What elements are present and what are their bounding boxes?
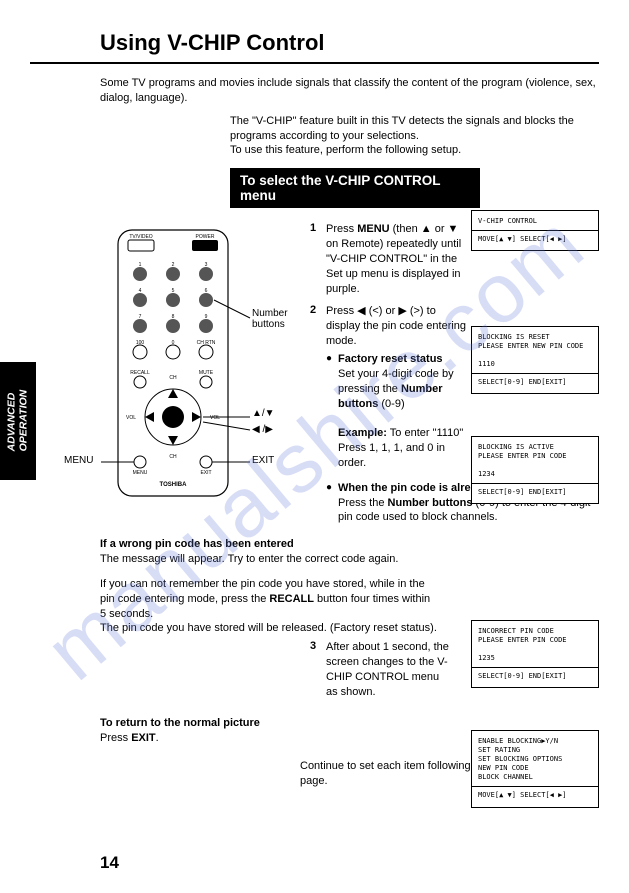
- svg-text:CH: CH: [169, 454, 177, 460]
- svg-text:MUTE: MUTE: [199, 370, 214, 376]
- osd-screen-blocking-active: BLOCKING IS ACTIVE PLEASE ENTER PIN CODE…: [471, 436, 599, 504]
- wrong-pin-heading: If a wrong pin code has been entered: [100, 538, 294, 550]
- rb: RECALL: [269, 593, 314, 605]
- ex-label: Example:: [338, 427, 387, 439]
- svg-text:POWER: POWER: [196, 234, 215, 240]
- svg-text:VOL: VOL: [210, 415, 220, 421]
- return-heading: To return to the normal picture: [100, 717, 260, 729]
- svg-text:0: 0: [172, 340, 175, 346]
- osd-line: ENABLE BLOCKING▶Y/N: [478, 737, 592, 746]
- svg-text:TOSHIBA: TOSHIBA: [160, 482, 188, 488]
- b2b: Number buttons: [388, 497, 473, 509]
- svg-text:CH: CH: [169, 375, 177, 381]
- rsa: Press: [100, 732, 131, 744]
- intro2a: The "V-CHIP" feature built in this TV de…: [230, 115, 574, 142]
- section-header-select-vchip: To select the V-CHIP CONTROL menu: [230, 168, 480, 208]
- intro-paragraph: Some TV programs and movies include sign…: [30, 76, 599, 106]
- page-number: 14: [100, 853, 119, 873]
- osd-line: INCORRECT PIN CODE: [478, 627, 592, 636]
- svg-text:100: 100: [136, 340, 145, 346]
- osd-foot: SELECT[0-9] END[EXIT]: [478, 672, 592, 681]
- svg-text:3: 3: [205, 262, 208, 268]
- bullet1-title: Factory reset status: [338, 353, 443, 365]
- osd-screen-blocking-reset: BLOCKING IS RESET PLEASE ENTER NEW PIN C…: [471, 326, 599, 394]
- svg-text:CH RTN: CH RTN: [197, 340, 216, 346]
- svg-text:8: 8: [172, 314, 175, 320]
- osd-line: SET BLOCKING OPTIONS: [478, 755, 592, 764]
- step-2-num: 2: [310, 304, 326, 525]
- osd-line: PLEASE ENTER PIN CODE: [478, 452, 592, 461]
- osd-line: 1110: [478, 360, 592, 369]
- osd-line: BLOCK CHANNEL: [478, 773, 592, 782]
- label-menu: MENU: [64, 455, 93, 466]
- svg-text:4: 4: [139, 288, 142, 294]
- osd-line: SET RATING: [478, 746, 592, 755]
- osd-line: NEW PIN CODE: [478, 764, 592, 773]
- osd-foot: SELECT[0-9] END[EXIT]: [478, 378, 592, 387]
- svg-text:7: 7: [139, 314, 142, 320]
- osd-foot: MOVE[▲ ▼] SELECT[◀ ▶]: [478, 791, 592, 800]
- wrong-pin-section: If a wrong pin code has been entered The…: [30, 537, 599, 567]
- osd-line: BLOCKING IS ACTIVE: [478, 443, 592, 452]
- osd-line: 1234: [478, 470, 592, 479]
- svg-text:6: 6: [205, 288, 208, 294]
- svg-text:1: 1: [139, 262, 142, 268]
- label-updown: ▲/▼: [252, 408, 275, 419]
- osd-screen-enable-blocking: ENABLE BLOCKING▶Y/N SET RATING SET BLOCK…: [471, 730, 599, 808]
- s1b: MENU: [357, 223, 389, 235]
- intro-paragraph-2: The "V-CHIP" feature built in this TV de…: [30, 114, 599, 159]
- label-exit: EXIT: [252, 455, 274, 466]
- bullet-icon: ●: [326, 481, 338, 526]
- b1c: (0-9): [378, 398, 404, 410]
- b2a: Press the: [338, 497, 388, 509]
- osd-foot: SELECT[0-9] END[EXIT]: [478, 488, 592, 497]
- svg-text:TV/VIDEO: TV/VIDEO: [129, 234, 152, 240]
- rd: The pin code you have stored will be rel…: [100, 622, 437, 634]
- s2body: Press ◀ (<) or ▶ (>) to display the pin …: [326, 305, 466, 347]
- svg-text:MENU: MENU: [133, 470, 148, 476]
- remote-control-diagram: TV/VIDEO POWER 1 2 3 4 5 6 7 8 9 100 0 C…: [100, 222, 300, 512]
- intro2b: To use this feature, perform the followi…: [230, 144, 461, 156]
- page-title: Using V-CHIP Control: [30, 30, 599, 64]
- s1a: Press: [326, 223, 357, 235]
- rsc: .: [156, 732, 159, 744]
- svg-text:2: 2: [172, 262, 175, 268]
- osd-line: BLOCKING IS RESET: [478, 333, 592, 342]
- osd-line: 1235: [478, 654, 592, 663]
- osd-line: PLEASE ENTER NEW PIN CODE: [478, 342, 592, 351]
- label-leftright: ◀ /▶: [252, 424, 273, 435]
- rsb: EXIT: [131, 732, 155, 744]
- svg-text:5: 5: [172, 288, 175, 294]
- osd-screen-vchip-menu: V-CHIP CONTROL MOVE[▲ ▼] SELECT[◀ ▶]: [471, 210, 599, 251]
- osd-screen-incorrect-pin: INCORRECT PIN CODE PLEASE ENTER PIN CODE…: [471, 620, 599, 688]
- label-number-buttons: Number buttons: [252, 308, 288, 330]
- svg-text:9: 9: [205, 314, 208, 320]
- step-1-num: 1: [310, 222, 326, 296]
- wrong-pin-body: The message will appear. Try to enter th…: [100, 553, 398, 565]
- osd-line: V-CHIP CONTROL: [478, 217, 592, 226]
- svg-text:RECALL: RECALL: [130, 370, 150, 376]
- bullet-icon: ●: [326, 352, 338, 471]
- svg-text:EXIT: EXIT: [200, 470, 211, 476]
- osd-line: PLEASE ENTER PIN CODE: [478, 636, 592, 645]
- osd-foot: MOVE[▲ ▼] SELECT[◀ ▶]: [478, 235, 592, 244]
- remote-diagram-column: TV/VIDEO POWER 1 2 3 4 5 6 7 8 9 100 0 C…: [100, 222, 310, 533]
- svg-text:VOL: VOL: [126, 415, 136, 421]
- step-3-num: 3: [310, 640, 326, 699]
- exa: To enter "1110": [387, 427, 463, 439]
- exb: Press 1, 1, 1, and 0 in order.: [338, 442, 445, 469]
